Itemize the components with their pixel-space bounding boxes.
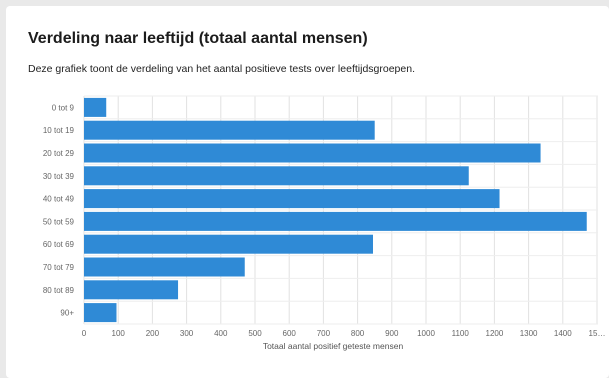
category-label: 30 tot 39 [43,172,75,181]
x-tick-label: 600 [283,329,297,338]
bar-0-tot-9[interactable] [84,97,107,117]
x-axis-title: Totaal aantal positief geteste mensen [263,341,404,351]
bar-20-tot-29[interactable] [84,143,541,163]
category-label: 90+ [60,309,74,318]
x-tick-label: 100 [112,329,126,338]
category-label: 70 tot 79 [43,263,75,272]
bar-50-tot-59[interactable] [84,211,587,231]
category-label: 40 tot 49 [43,195,75,204]
x-tick-label: 200 [146,329,160,338]
x-tick-label: 15… [589,329,606,338]
x-tick-label: 900 [385,329,399,338]
x-tick-labels: 0 100 200 300 400 500 600 700 800 900 1000 1100 1200… [82,329,606,338]
category-label: 80 tot 89 [43,286,75,295]
bar-10-tot-19[interactable] [84,120,375,140]
x-tick-label: 700 [317,329,331,338]
category-label: 50 tot 59 [43,217,75,226]
category-label: 20 tot 29 [43,149,75,158]
x-tick-label: 1400 [554,329,572,338]
x-tick-label: 500 [248,329,262,338]
chart-subtitle: Deze grafiek toont de verdeling van het … [28,63,415,75]
x-tick-label: 1100 [452,329,470,338]
category-label: 10 tot 19 [43,126,75,135]
category-label: 0 tot 9 [52,103,75,112]
bar-70-tot-79[interactable] [84,257,245,277]
bar-90plus[interactable] [84,303,117,323]
x-tick-label: 1300 [520,329,538,338]
category-label: 60 tot 69 [43,240,75,249]
bar-40-tot-49[interactable] [84,189,500,209]
bar-30-tot-39[interactable] [84,166,469,186]
chart-title: Verdeling naar leeftijd (totaal aantal m… [28,30,368,47]
x-tick-label: 800 [351,329,365,338]
bar-80-tot-89[interactable] [84,280,179,300]
bars [84,97,587,323]
category-labels: 0 tot 9 10 tot 19 20 tot 29 30 tot 39 40 tot… [43,103,75,317]
x-tick-label: 300 [180,329,194,338]
x-tick-label: 1000 [417,329,435,338]
x-tick-label: 0 [82,329,87,338]
bar-60-tot-69[interactable] [84,234,373,254]
x-tick-label: 1200 [486,329,504,338]
x-tick-label: 400 [214,329,228,338]
